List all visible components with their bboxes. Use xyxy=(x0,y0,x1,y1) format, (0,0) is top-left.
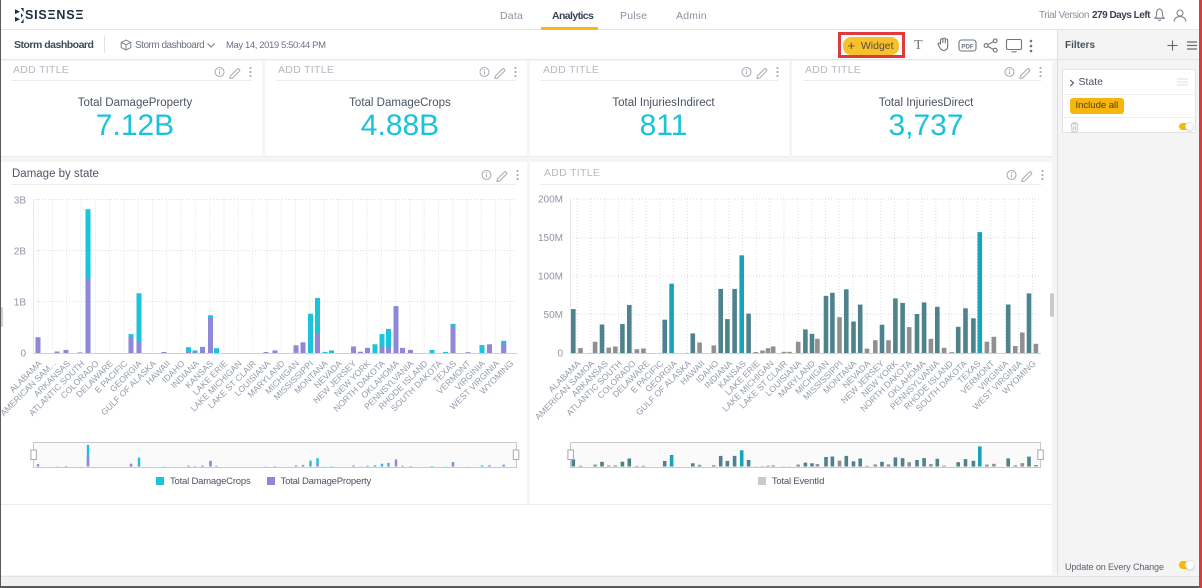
svg-text:100M: 100M xyxy=(538,272,563,283)
svg-text:PDF: PDF xyxy=(961,44,974,51)
svg-text:200M: 200M xyxy=(538,195,563,206)
svg-text:0: 0 xyxy=(20,349,26,360)
svg-text:3B: 3B xyxy=(14,196,27,207)
svg-text:0: 0 xyxy=(557,349,563,360)
svg-text:1B: 1B xyxy=(14,298,27,309)
svg-text:150M: 150M xyxy=(538,233,563,244)
svg-text:50M: 50M xyxy=(544,310,563,321)
svg-text:2B: 2B xyxy=(14,247,27,258)
